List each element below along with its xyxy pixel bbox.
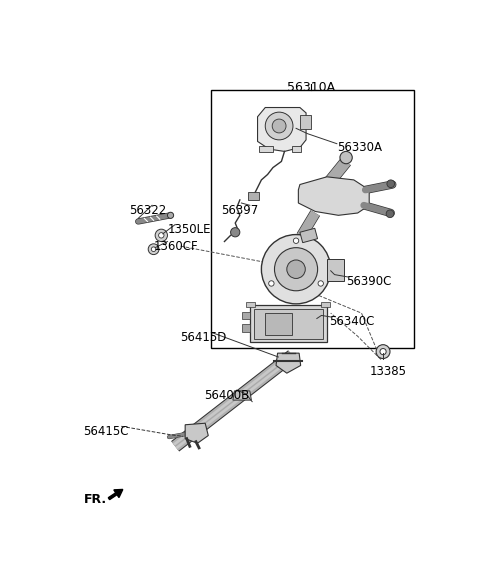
Circle shape	[387, 180, 395, 188]
Text: 56397: 56397	[221, 204, 259, 217]
Circle shape	[262, 235, 331, 304]
Text: 56330A: 56330A	[337, 141, 382, 155]
Bar	[242, 312, 250, 319]
Polygon shape	[276, 353, 300, 373]
Text: FR.: FR.	[84, 493, 108, 506]
Bar	[242, 324, 250, 332]
Bar	[248, 192, 259, 200]
Polygon shape	[233, 391, 252, 400]
Circle shape	[287, 260, 305, 279]
Bar	[327, 259, 344, 280]
Circle shape	[168, 212, 174, 218]
Bar	[300, 228, 318, 243]
Polygon shape	[258, 108, 306, 151]
Bar	[211, 90, 414, 348]
Circle shape	[340, 151, 352, 163]
Text: 56415C: 56415C	[83, 425, 128, 437]
Text: 56310A: 56310A	[288, 81, 336, 93]
Circle shape	[269, 280, 274, 286]
Bar	[292, 146, 301, 152]
Bar	[250, 305, 327, 342]
FancyArrow shape	[108, 489, 123, 500]
Text: 56415D: 56415D	[180, 331, 227, 344]
Bar	[254, 309, 323, 339]
Text: 13385: 13385	[369, 365, 406, 377]
Circle shape	[265, 112, 293, 140]
Bar	[265, 313, 292, 335]
Polygon shape	[299, 177, 369, 215]
Text: 56340C: 56340C	[329, 315, 374, 329]
Circle shape	[386, 210, 394, 218]
Circle shape	[155, 229, 168, 242]
Bar	[259, 146, 273, 152]
Circle shape	[318, 280, 324, 286]
Bar	[321, 302, 330, 307]
Circle shape	[158, 233, 164, 238]
Bar	[246, 302, 255, 307]
Bar	[300, 115, 311, 129]
Circle shape	[148, 244, 159, 255]
Circle shape	[272, 119, 286, 133]
Text: 56400B: 56400B	[204, 389, 249, 402]
Circle shape	[376, 345, 390, 359]
Circle shape	[380, 349, 386, 355]
Circle shape	[293, 238, 299, 243]
Text: 1360CF: 1360CF	[154, 240, 198, 253]
Circle shape	[275, 248, 318, 291]
Text: 56390C: 56390C	[346, 275, 392, 288]
Text: 56322: 56322	[129, 204, 166, 217]
Circle shape	[230, 228, 240, 237]
Circle shape	[151, 247, 156, 252]
Polygon shape	[185, 423, 208, 443]
Text: 1350LE: 1350LE	[168, 223, 211, 236]
